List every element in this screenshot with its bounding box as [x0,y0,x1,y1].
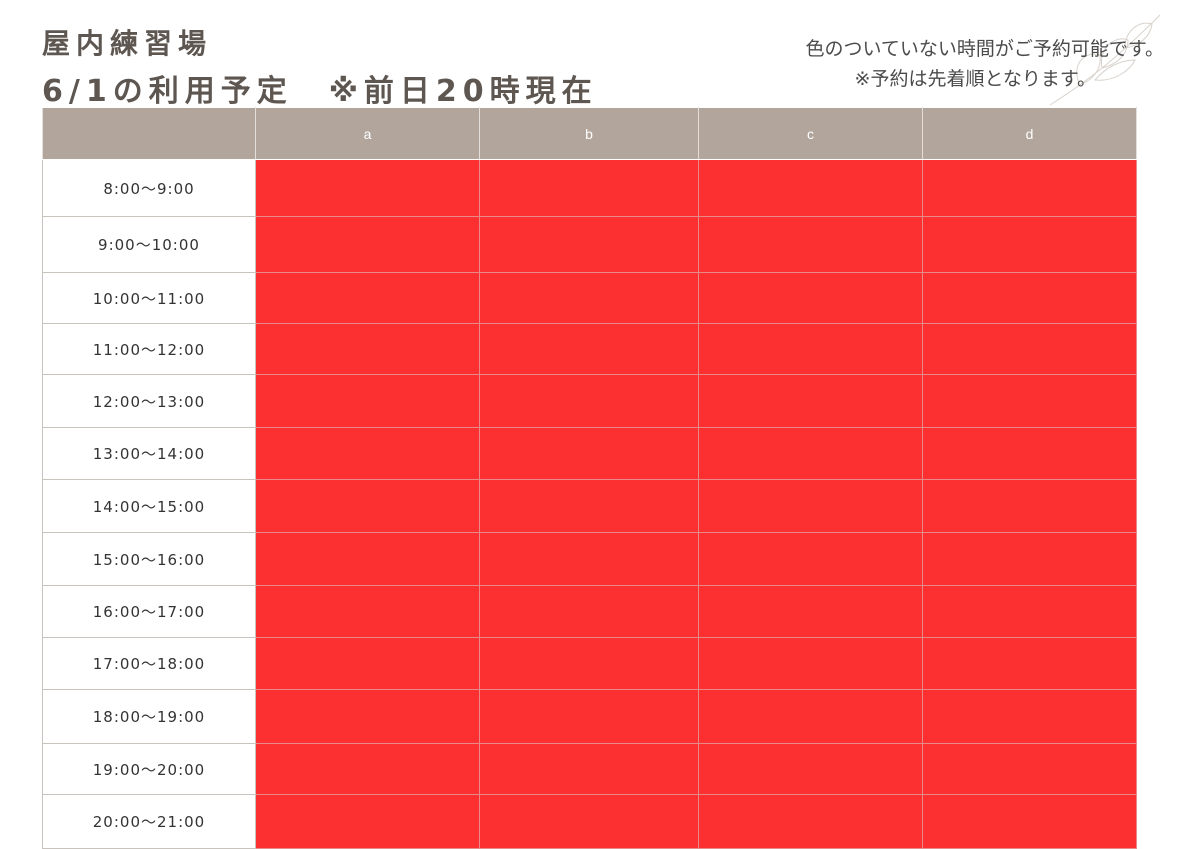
column-header-c: c [698,107,923,160]
slot-cell-d[interactable] [922,794,1137,849]
column-header-a: a [255,107,480,160]
table-row: 20:00〜21:00 [42,794,1137,849]
slot-cell-c[interactable] [698,689,923,744]
slot-cell-a[interactable] [255,216,480,273]
time-slot-label: 10:00〜11:00 [42,272,256,324]
slot-cell-a[interactable] [255,689,480,744]
slot-cell-a[interactable] [255,637,480,690]
table-row: 13:00〜14:00 [42,427,1137,480]
slot-cell-d[interactable] [922,689,1137,744]
slot-cell-d[interactable] [922,216,1137,273]
header-corner-cell [42,107,256,160]
slot-cell-d[interactable] [922,427,1137,480]
slot-cell-a[interactable] [255,532,480,586]
schedule-table: a b c d 8:00〜9:00 9:00〜10:00 10:00〜11:00 11… [42,107,1137,849]
slot-cell-a[interactable] [255,585,480,638]
column-header-b: b [479,107,699,160]
slot-cell-a[interactable] [255,427,480,480]
time-slot-label: 16:00〜17:00 [42,585,256,638]
time-slot-label: 15:00〜16:00 [42,532,256,586]
slot-cell-b[interactable] [479,585,699,638]
slot-cell-b[interactable] [479,216,699,273]
slot-cell-d[interactable] [922,323,1137,375]
slot-cell-a[interactable] [255,794,480,849]
slot-cell-c[interactable] [698,272,923,324]
time-slot-label: 9:00〜10:00 [42,216,256,273]
time-slot-label: 8:00〜9:00 [42,159,256,217]
table-header-row: a b c d [42,107,1137,160]
slot-cell-d[interactable] [922,585,1137,638]
table-row: 10:00〜11:00 [42,272,1137,324]
schedule-body: 8:00〜9:00 9:00〜10:00 10:00〜11:00 11:00〜12:0… [42,159,1137,849]
page-title: 屋内練習場 [42,27,213,60]
page-subtitle: 6/1の利用予定 ※前日20時現在 [42,74,598,109]
slot-cell-a[interactable] [255,159,480,217]
column-header-d: d [922,107,1137,160]
slot-cell-c[interactable] [698,159,923,217]
slot-cell-b[interactable] [479,743,699,795]
slot-cell-d[interactable] [922,159,1137,217]
time-slot-label: 17:00〜18:00 [42,637,256,690]
slot-cell-a[interactable] [255,272,480,324]
time-slot-label: 20:00〜21:00 [42,794,256,849]
time-slot-label: 19:00〜20:00 [42,743,256,795]
reservation-rule-notice: ※予約は先着順となります。 [854,68,1096,90]
slot-cell-b[interactable] [479,374,699,428]
table-row: 9:00〜10:00 [42,216,1137,273]
table-row: 14:00〜15:00 [42,479,1137,533]
slot-cell-d[interactable] [922,532,1137,586]
slot-cell-b[interactable] [479,479,699,533]
slot-cell-d[interactable] [922,374,1137,428]
slot-cell-b[interactable] [479,159,699,217]
slot-cell-a[interactable] [255,479,480,533]
slot-cell-d[interactable] [922,743,1137,795]
slot-cell-d[interactable] [922,272,1137,324]
slot-cell-b[interactable] [479,323,699,375]
time-slot-label: 14:00〜15:00 [42,479,256,533]
table-row: 16:00〜17:00 [42,585,1137,638]
slot-cell-c[interactable] [698,637,923,690]
table-row: 8:00〜9:00 [42,159,1137,217]
slot-cell-b[interactable] [479,689,699,744]
slot-cell-c[interactable] [698,585,923,638]
time-slot-label: 18:00〜19:00 [42,689,256,744]
slot-cell-a[interactable] [255,743,480,795]
time-slot-label: 11:00〜12:00 [42,323,256,375]
slot-cell-c[interactable] [698,743,923,795]
table-row: 19:00〜20:00 [42,743,1137,795]
table-row: 11:00〜12:00 [42,323,1137,375]
slot-cell-a[interactable] [255,374,480,428]
slot-cell-d[interactable] [922,637,1137,690]
leaf-decoration-icon [1049,14,1161,106]
availability-notice: 色のついていない時間がご予約可能です。 [805,38,1164,60]
slot-cell-c[interactable] [698,532,923,586]
slot-cell-b[interactable] [479,532,699,586]
slot-cell-c[interactable] [698,374,923,428]
slot-cell-c[interactable] [698,216,923,273]
slot-cell-b[interactable] [479,272,699,324]
table-row: 12:00〜13:00 [42,374,1137,428]
slot-cell-b[interactable] [479,427,699,480]
slot-cell-b[interactable] [479,637,699,690]
slot-cell-c[interactable] [698,323,923,375]
table-row: 17:00〜18:00 [42,637,1137,690]
table-row: 15:00〜16:00 [42,532,1137,586]
time-slot-label: 12:00〜13:00 [42,374,256,428]
table-row: 18:00〜19:00 [42,689,1137,744]
slot-cell-c[interactable] [698,427,923,480]
slot-cell-d[interactable] [922,479,1137,533]
time-slot-label: 13:00〜14:00 [42,427,256,480]
slot-cell-a[interactable] [255,323,480,375]
slot-cell-b[interactable] [479,794,699,849]
slot-cell-c[interactable] [698,794,923,849]
slot-cell-c[interactable] [698,479,923,533]
